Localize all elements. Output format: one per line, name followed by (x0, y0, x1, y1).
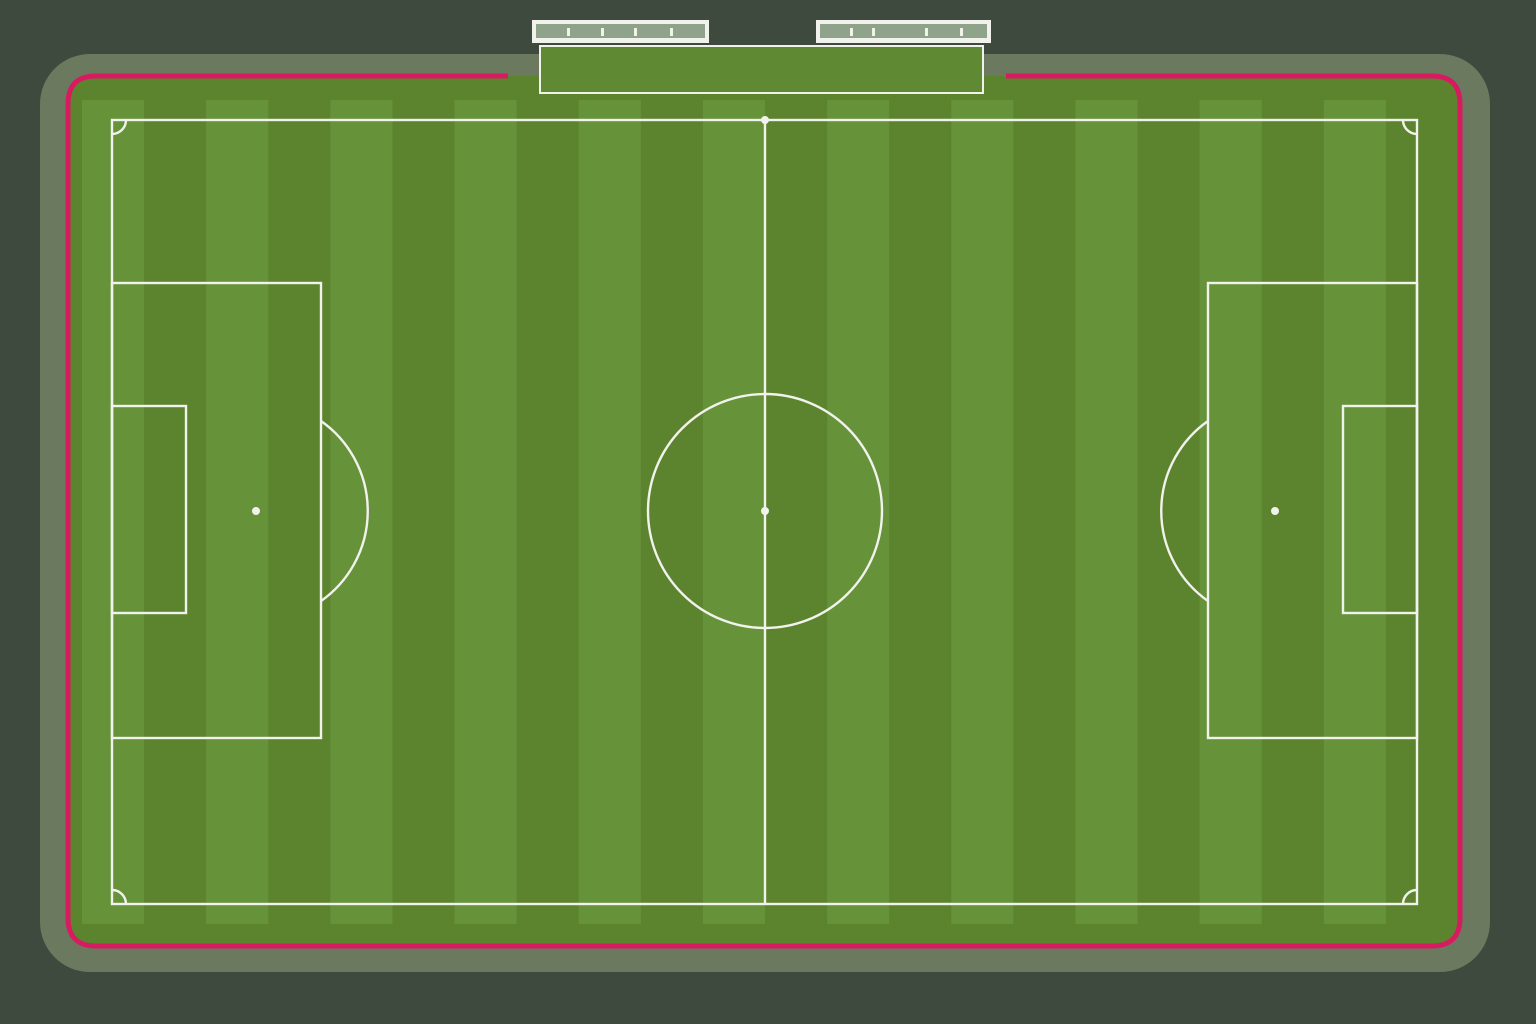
right-penalty-spot (1271, 507, 1279, 515)
grass-stripe (765, 100, 828, 924)
grass-stripe (1199, 100, 1263, 924)
grass-stripe (144, 100, 207, 924)
home-bench[interactable] (532, 20, 709, 43)
grass-stripe (889, 100, 952, 924)
center-circle (646, 392, 884, 630)
grass-stripes (82, 100, 1449, 924)
grass-stripe (951, 100, 1014, 924)
right-goal-area[interactable] (1341, 404, 1419, 615)
grass-stripe (82, 100, 145, 924)
left-penalty-spot (252, 507, 260, 515)
corner-arc-top-left (111, 119, 128, 136)
grass-stripe (1013, 100, 1076, 924)
corner-arc-top-right (1401, 119, 1418, 136)
halfway-top-marker (761, 116, 769, 124)
away-bench-seats (850, 28, 963, 36)
corner-arc-bottom-right (1401, 888, 1418, 905)
center-spot (761, 507, 769, 515)
grass-stripe (1261, 100, 1325, 924)
home-bench-seats (567, 28, 673, 36)
grass-stripe (392, 100, 456, 924)
technical-area[interactable] (539, 45, 984, 94)
grass-stripe (702, 100, 766, 924)
left-goal-area[interactable] (110, 404, 188, 615)
right-penalty-arc (1160, 420, 1209, 602)
grass-stripe (1075, 100, 1139, 924)
grass-stripe (827, 100, 890, 924)
grass-stripe (454, 100, 518, 924)
grass-stripe (578, 100, 642, 924)
grass-stripe (1137, 100, 1201, 924)
grass-stripe (516, 100, 580, 924)
grass-stripe (1323, 100, 1387, 924)
corner-arc-bottom-left (111, 888, 128, 905)
grass-stripe (640, 100, 704, 924)
boundary-line (65, 73, 1463, 949)
away-bench[interactable] (816, 20, 991, 43)
left-penalty-arc (320, 420, 369, 602)
grass-stripe (330, 100, 393, 924)
